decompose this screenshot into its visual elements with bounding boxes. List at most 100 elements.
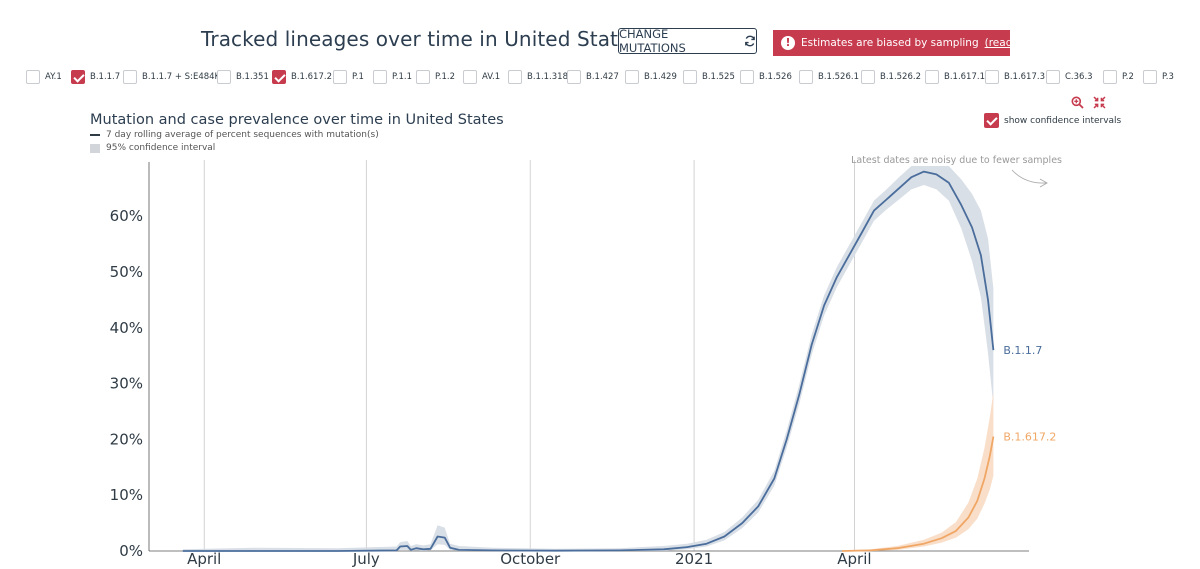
- warning-text: Estimates are biased by sampling: [801, 37, 979, 49]
- lineage-label: B.1.525: [702, 72, 735, 82]
- lineage-label: B.1.526: [759, 72, 792, 82]
- confidence-interval-toggle[interactable]: show confidence intervals: [984, 113, 1121, 128]
- lineage-label: B.1.617.3: [1004, 72, 1045, 82]
- noisy-dates-annotation: Latest dates are noisy due to fewer samp…: [851, 155, 1062, 166]
- lineage-selector: AY.1 B.1.1.7 B.1.1.7 + S:E484K B.1.351 B.1.6…: [26, 69, 1200, 87]
- x-tick-label-1: July: [352, 550, 380, 568]
- lineage-checkbox[interactable]: [26, 70, 40, 84]
- series-line-b-1-1-7: [182, 170, 995, 552]
- ci-band-b-1-1-7: [182, 166, 994, 551]
- lineage-checkbox[interactable]: [373, 70, 387, 84]
- lineage-checkbox[interactable]: [567, 70, 581, 84]
- lineage-option-p-3[interactable]: P.3: [1143, 69, 1174, 85]
- lineage-label: B.1.351: [236, 72, 269, 82]
- read-more-link[interactable]: (read more): [984, 37, 1047, 49]
- annotation-arrowhead: [1039, 178, 1048, 188]
- lineage-checkbox[interactable]: [71, 70, 85, 84]
- lineage-label: P.2: [1122, 72, 1134, 82]
- lineage-label: P.1.2: [435, 72, 456, 82]
- lineage-option-ay-1[interactable]: AY.1: [26, 69, 62, 85]
- lineage-option-av-1[interactable]: AV.1: [463, 69, 500, 85]
- lineage-label: B.1.526.1: [818, 72, 859, 82]
- lineage-option-b-1-617-3[interactable]: B.1.617.3: [985, 69, 1045, 85]
- lineage-checkbox[interactable]: [985, 70, 999, 84]
- warning-icon: !: [781, 36, 795, 50]
- lineage-checkbox[interactable]: [123, 70, 137, 84]
- lineage-checkbox[interactable]: [272, 70, 286, 84]
- lineage-option-b-1-429[interactable]: B.1.429: [625, 69, 677, 85]
- lineage-checkbox[interactable]: [683, 70, 697, 84]
- lineage-option-b-1-617-1[interactable]: B.1.617.1: [925, 69, 985, 85]
- y-tick-label-1: 10%: [110, 486, 143, 504]
- lineage-checkbox[interactable]: [463, 70, 477, 84]
- lineage-option-b-1-525[interactable]: B.1.525: [683, 69, 735, 85]
- ci-toggle-label: show confidence intervals: [1004, 115, 1122, 126]
- lineage-option-p-2[interactable]: P.2: [1103, 69, 1134, 85]
- lineage-checkbox[interactable]: [625, 70, 639, 84]
- x-tick-label-3: 2021: [675, 550, 713, 568]
- lineage-checkbox[interactable]: [1046, 70, 1060, 84]
- lineage-label: P.1.1: [392, 72, 413, 82]
- lineage-option-b-1-1-318[interactable]: B.1.1.318: [508, 69, 568, 85]
- y-tick-label-6: 60%: [110, 207, 143, 225]
- sampling-warning-banner: ! Estimates are biased by sampling (read…: [773, 30, 1047, 56]
- change-mutations-button[interactable]: CHANGE MUTATIONS: [618, 27, 757, 55]
- lineage-label: B.1.1.7 + S:E484K: [142, 72, 221, 82]
- lineage-option-b-1-1-7-s-e484k[interactable]: B.1.1.7 + S:E484K: [123, 69, 220, 85]
- lineage-option-c-36-3[interactable]: C.36.3: [1046, 69, 1093, 85]
- lineage-label: B.1.427: [586, 72, 619, 82]
- lineage-option-b-1-351[interactable]: B.1.351: [217, 69, 269, 85]
- lineage-label: B.1.617.2: [291, 72, 332, 82]
- lineage-checkbox[interactable]: [925, 70, 939, 84]
- lineage-checkbox[interactable]: [508, 70, 522, 84]
- y-tick-label-3: 30%: [110, 375, 143, 393]
- ci-checkbox[interactable]: [984, 113, 999, 128]
- lineage-option-p-1-2[interactable]: P.1.2: [416, 69, 455, 85]
- lineage-option-b-1-427[interactable]: B.1.427: [567, 69, 619, 85]
- lineage-checkbox[interactable]: [861, 70, 875, 84]
- series-label-b-1-1-7: B.1.1.7: [1003, 344, 1042, 357]
- series-label-b-1-617-2: B.1.617.2: [1003, 431, 1056, 444]
- ci-band-b-1-617-2: [842, 392, 994, 551]
- lineage-label: C.36.3: [1065, 72, 1093, 82]
- reset-zoom-icon[interactable]: [1093, 96, 1106, 109]
- zoom-controls: [1071, 96, 1106, 109]
- legend-line-label: 7 day rolling average of percent sequenc…: [106, 130, 379, 140]
- legend-line-swatch: [90, 134, 100, 136]
- lineage-label: B.1.617.1: [944, 72, 985, 82]
- lineage-checkbox[interactable]: [799, 70, 813, 84]
- lineage-checkbox[interactable]: [740, 70, 754, 84]
- lineage-checkbox[interactable]: [333, 70, 347, 84]
- page-title: Tracked lineages over time in United Sta…: [201, 27, 641, 51]
- zoom-in-icon[interactable]: [1071, 96, 1084, 109]
- lineage-checkbox[interactable]: [1143, 70, 1157, 84]
- lineage-option-b-1-526-1[interactable]: B.1.526.1: [799, 69, 859, 85]
- lineage-option-b-1-526[interactable]: B.1.526: [740, 69, 792, 85]
- annotation-arrow: [1011, 169, 1047, 184]
- lineage-label: B.1.1.7: [90, 72, 121, 82]
- y-tick-label-5: 50%: [110, 263, 143, 281]
- lineage-checkbox[interactable]: [1103, 70, 1117, 84]
- series-line-b-1-617-2: [841, 436, 995, 552]
- legend-ci-label: 95% confidence interval: [106, 143, 216, 153]
- x-tick-label-4: April: [837, 550, 871, 568]
- y-tick-label-4: 40%: [110, 319, 143, 337]
- lineage-option-b-1-526-2[interactable]: B.1.526.2: [861, 69, 921, 85]
- lineage-option-b-1-617-2[interactable]: B.1.617.2: [272, 69, 332, 85]
- lineage-option-p-1-1[interactable]: P.1.1: [373, 69, 412, 85]
- lineage-option-p-1[interactable]: P.1: [333, 69, 364, 85]
- lineage-label: AV.1: [482, 72, 501, 82]
- legend-ci-swatch: [90, 143, 100, 153]
- lineage-label: AY.1: [45, 72, 62, 82]
- lineage-label: B.1.429: [644, 72, 677, 82]
- lineage-checkbox[interactable]: [416, 70, 430, 84]
- lineage-label: P.3: [1162, 72, 1174, 82]
- lineage-label: B.1.526.2: [880, 72, 921, 82]
- y-tick-label-0: 0%: [119, 542, 143, 560]
- lineage-option-b-1-1-7[interactable]: B.1.1.7: [71, 69, 120, 85]
- lineage-checkbox[interactable]: [217, 70, 231, 84]
- legend-line-entry: 7 day rolling average of percent sequenc…: [90, 130, 379, 140]
- lineage-label: B.1.1.318: [527, 72, 568, 82]
- chart-title: Mutation and case prevalence over time i…: [90, 112, 504, 128]
